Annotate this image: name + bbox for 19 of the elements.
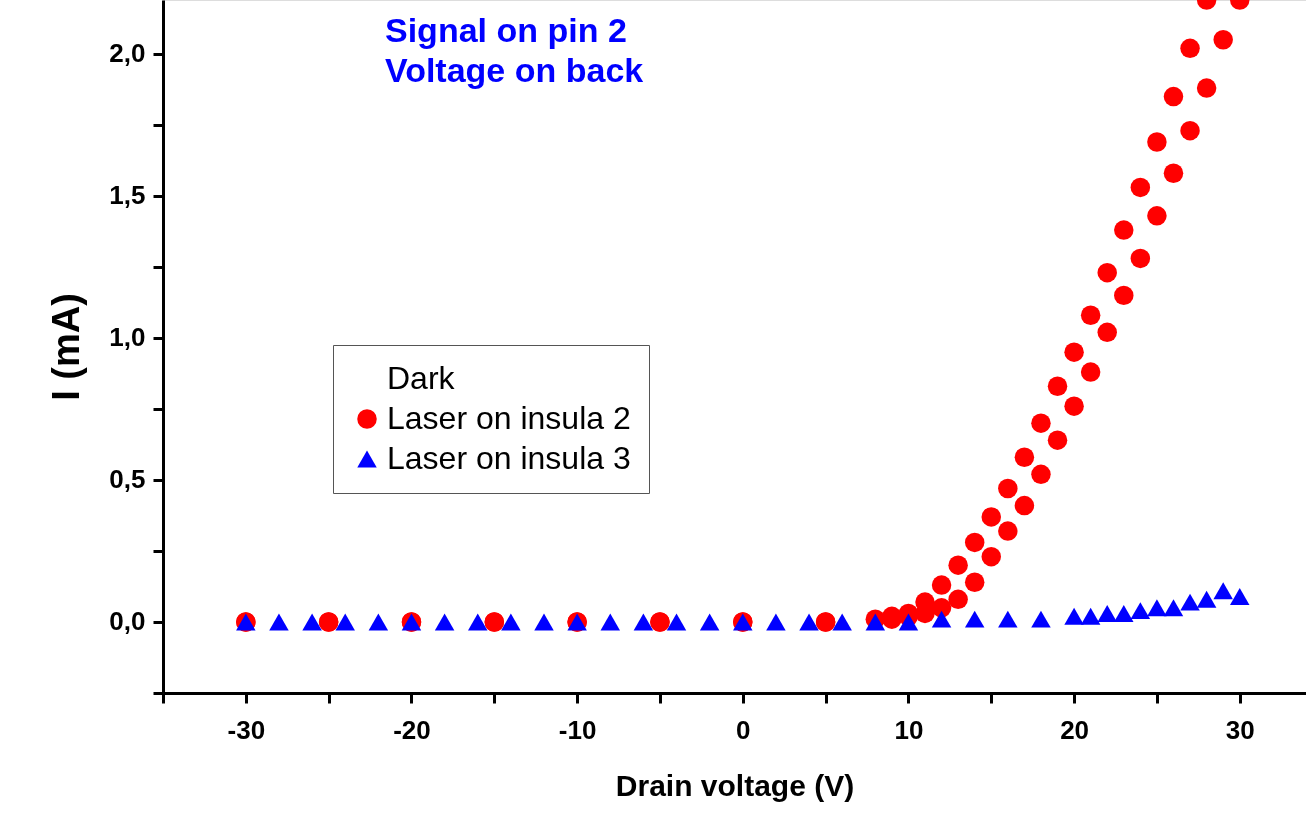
annotation: Voltage on back xyxy=(385,51,644,89)
y-tick-label: 1,5 xyxy=(109,180,146,211)
legend-label: Laser on insula 3 xyxy=(387,440,631,476)
x-tick-label: -30 xyxy=(227,714,266,745)
y-axis-title: I (mA) xyxy=(45,293,88,401)
x-tick-label: 30 xyxy=(1225,714,1255,745)
y-tick-label: 0,5 xyxy=(109,464,146,495)
x-axis-title: Drain voltage (V) xyxy=(615,768,855,802)
x-tick-label: -20 xyxy=(393,714,431,745)
y-tick-label: 0,0 xyxy=(109,606,146,637)
text: Dark xyxy=(387,360,456,396)
annotation: Signal on pin 2 xyxy=(385,11,627,49)
y-tick-label: 2,0 xyxy=(109,38,146,69)
legend-label: Laser on insula 2 xyxy=(387,400,631,436)
x-tick-label: 20 xyxy=(1060,714,1090,745)
y-tick-label: 1,0 xyxy=(109,322,146,353)
x-tick-label: -10 xyxy=(558,714,597,745)
x-tick-label: 10 xyxy=(894,714,924,745)
x-tick-label: 0 xyxy=(736,714,751,745)
